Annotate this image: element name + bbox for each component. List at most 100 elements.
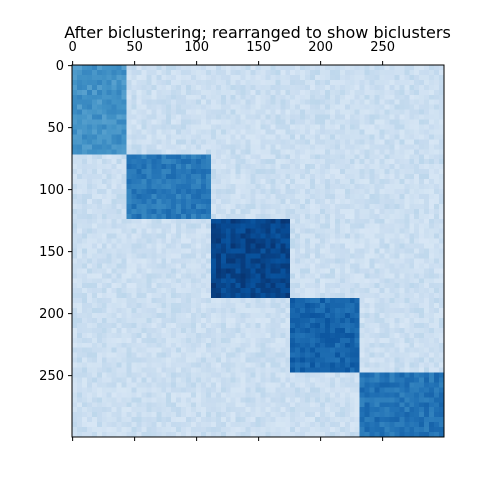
heatmap-cell [131, 233, 137, 239]
heatmap-cell [181, 258, 187, 264]
heatmap-cell [161, 74, 167, 81]
heatmap-cell [72, 208, 78, 214]
heatmap-cell [409, 213, 415, 219]
heatmap-cell [141, 69, 147, 76]
heatmap-cell [344, 159, 350, 165]
heatmap-cell [260, 198, 266, 205]
heatmap-cell [111, 382, 117, 388]
heatmap-cell [136, 89, 142, 95]
heatmap-cell [106, 154, 112, 160]
heatmap-cell [424, 74, 430, 81]
heatmap-cell [126, 169, 132, 175]
heatmap-cell [81, 278, 88, 284]
heatmap-cell [384, 69, 390, 76]
heatmap-cell [220, 65, 226, 71]
heatmap-cell [344, 313, 350, 319]
heatmap-cell [141, 184, 147, 190]
heatmap-cell [181, 179, 187, 185]
heatmap-cell [240, 317, 246, 324]
heatmap-cell [81, 243, 88, 249]
heatmap-cell [310, 352, 316, 358]
heatmap-cell [126, 367, 132, 373]
heatmap-cell [394, 243, 400, 249]
heatmap-cell [146, 114, 152, 120]
heatmap-cell [320, 253, 326, 259]
heatmap-cell [305, 203, 311, 210]
heatmap-cell [86, 184, 93, 190]
heatmap-cell [290, 283, 296, 289]
heatmap-cell [86, 164, 93, 170]
heatmap-cell [230, 99, 236, 105]
heatmap-cell [419, 332, 425, 338]
heatmap-cell [434, 65, 440, 71]
heatmap-cell [220, 114, 226, 120]
heatmap-cell [364, 213, 370, 219]
heatmap-cell [156, 372, 162, 378]
heatmap-cell [200, 352, 207, 358]
heatmap-cell [141, 139, 147, 145]
heatmap-cell [324, 278, 331, 284]
heatmap-cell [250, 253, 256, 259]
heatmap-cell [364, 268, 370, 274]
heatmap-cell [434, 193, 440, 200]
heatmap-cell [295, 263, 301, 269]
heatmap-cell [106, 84, 112, 90]
heatmap-cell [76, 99, 83, 105]
heatmap-cell [429, 65, 435, 71]
heatmap-cell [141, 342, 147, 348]
heatmap-cell [374, 198, 380, 205]
heatmap-cell [255, 119, 261, 125]
heatmap-cell [320, 159, 326, 165]
heatmap-cell [196, 317, 202, 324]
heatmap-cell [275, 313, 281, 319]
heatmap-cell [200, 198, 207, 205]
heatmap-cell [111, 99, 117, 105]
heatmap-cell [161, 288, 167, 294]
heatmap-cell [339, 253, 345, 259]
heatmap-cell [255, 104, 261, 110]
heatmap-cell [424, 253, 430, 259]
heatmap-cell [369, 382, 375, 388]
heatmap-cell [384, 208, 390, 214]
heatmap-cell [379, 134, 385, 140]
heatmap-cell [250, 169, 256, 175]
heatmap-cell [270, 392, 276, 398]
heatmap-cell [255, 298, 261, 304]
heatmap-cell [414, 273, 420, 279]
heatmap-cell [111, 322, 117, 329]
heatmap-cell [176, 99, 182, 105]
heatmap-cell [220, 228, 226, 234]
heatmap-cell [374, 129, 380, 135]
heatmap-cell [344, 327, 350, 334]
heatmap-cell [111, 352, 117, 358]
heatmap-cell [166, 377, 172, 383]
heatmap-cell [141, 193, 147, 200]
heatmap-cell [260, 129, 266, 135]
heatmap-cell [290, 362, 296, 368]
heatmap-cell [235, 134, 241, 140]
heatmap-cell [166, 278, 172, 284]
heatmap-cell [300, 119, 306, 125]
heatmap-cell [235, 74, 241, 81]
heatmap-cell [225, 382, 231, 388]
heatmap-cell [270, 382, 276, 388]
heatmap-cell [260, 164, 266, 170]
heatmap-cell [171, 317, 177, 324]
heatmap-cell [429, 233, 435, 239]
heatmap-cell [76, 258, 83, 264]
heatmap-cell [285, 193, 291, 200]
heatmap-cell [250, 198, 256, 205]
heatmap-cell [245, 149, 251, 155]
heatmap-cell [339, 208, 345, 214]
heatmap-cell [364, 169, 370, 175]
heatmap-cell [315, 268, 321, 274]
heatmap-cell [399, 303, 405, 309]
heatmap-cell [359, 99, 365, 105]
heatmap-cell [315, 99, 321, 105]
heatmap-cell [86, 228, 93, 234]
heatmap-cell [275, 203, 281, 210]
heatmap-cell [106, 352, 112, 358]
heatmap-cell [265, 263, 271, 269]
heatmap-cell [235, 99, 241, 105]
heatmap-cell [101, 74, 107, 81]
